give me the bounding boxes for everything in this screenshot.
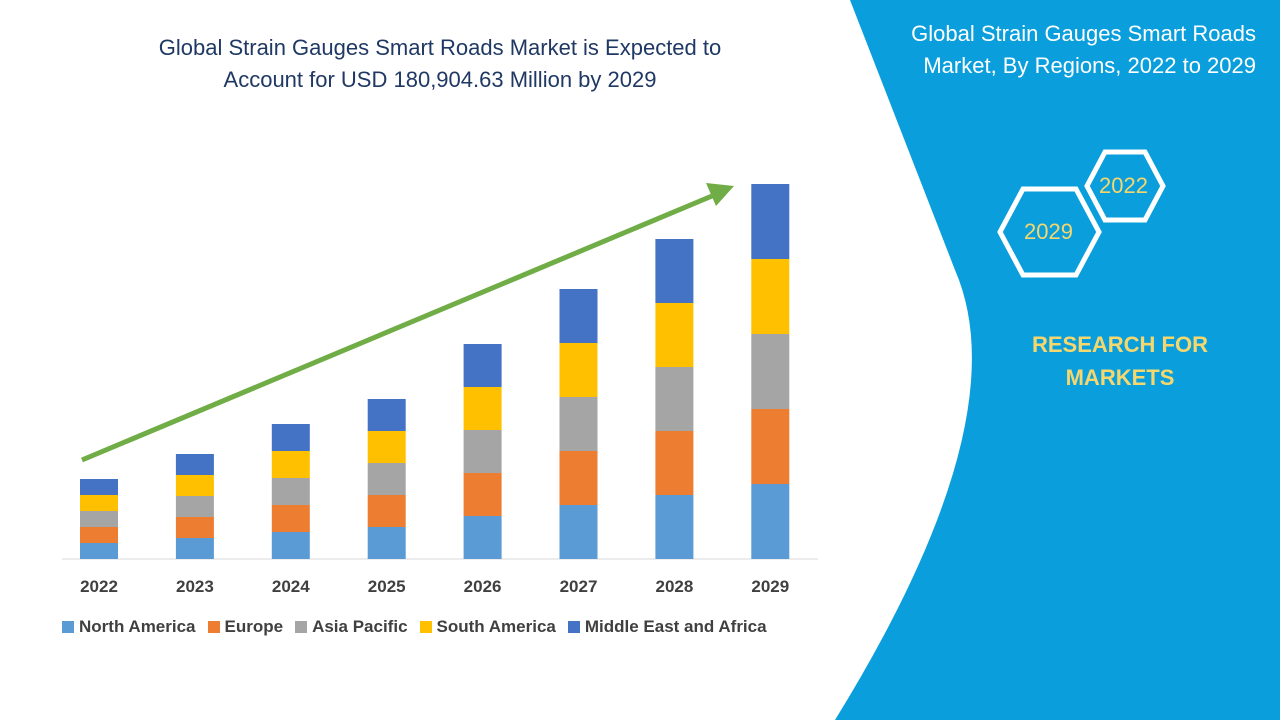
side-panel-background: [835, 0, 1280, 720]
bar-2023-europe: [175, 517, 214, 538]
hexagon-2022: [1084, 149, 1166, 223]
legend-swatch: [567, 621, 580, 633]
title-line-2: Account for USD 180,904.63 Million by 20…: [223, 67, 657, 92]
legend: North America Europe Asia Pacific South Ame…: [62, 617, 767, 637]
brand-text: RESEARCH FOR MARKETS: [1010, 328, 1230, 394]
bar-2026-europe: [463, 473, 502, 516]
legend-label: North America: [79, 617, 196, 636]
trend-arrowhead: [706, 183, 734, 206]
legend-item: Europe: [207, 617, 284, 637]
bar-2026-middle-east-and-africa: [463, 344, 502, 387]
bar-2023-north-america: [175, 538, 214, 559]
x-tick-label: 2022: [80, 577, 118, 596]
brand-line-2: MARKETS: [1065, 365, 1175, 390]
legend-item: North America: [62, 617, 196, 637]
bar-2029-middle-east-and-africa: [751, 184, 790, 259]
hexagon-2029: [997, 186, 1102, 278]
bar-2028-south-america: [655, 303, 694, 367]
x-tick-label: 2026: [464, 577, 502, 596]
chart-title: Global Strain Gauges Smart Roads Market …: [80, 32, 800, 96]
bar-2025-asia-pacific: [367, 463, 406, 495]
bar-2027-europe: [559, 451, 598, 505]
bar-2029-north-america: [751, 484, 790, 559]
legend-swatch: [207, 621, 220, 633]
x-tick-label: 2028: [655, 577, 693, 596]
bar-2029-asia-pacific: [751, 334, 790, 409]
bar-2026-south-america: [463, 387, 502, 430]
bar-2029-europe: [751, 409, 790, 484]
bar-2028-north-america: [655, 495, 694, 559]
bar-2027-north-america: [559, 505, 598, 559]
legend-label: Middle East and Africa: [584, 617, 767, 636]
bar-2022-south-america: [80, 495, 118, 511]
hex-label-2022: 2022: [1099, 173, 1148, 198]
bar-2027-south-america: [559, 343, 598, 397]
bar-2025-north-america: [367, 527, 406, 559]
x-tick-label: 2023: [176, 577, 214, 596]
bar-2022-middle-east-and-africa: [80, 479, 118, 495]
bar-2022-asia-pacific: [80, 511, 118, 527]
bar-2024-north-america: [271, 532, 310, 559]
bar-2028-europe: [655, 431, 694, 495]
legend-label: Europe: [224, 617, 284, 636]
bar-2023-south-america: [175, 475, 214, 496]
title-line-1: Global Strain Gauges Smart Roads Market …: [158, 35, 722, 60]
x-tick-label: 2029: [751, 577, 789, 596]
bar-2024-south-america: [271, 451, 310, 478]
hex-label-2029: 2029: [1024, 219, 1073, 244]
bar-2022-north-america: [80, 543, 118, 559]
legend-swatch: [62, 621, 74, 633]
bar-2023-asia-pacific: [175, 496, 214, 517]
bar-2025-middle-east-and-africa: [367, 399, 406, 431]
legend-item: Middle East and Africa: [567, 617, 767, 637]
bar-2028-middle-east-and-africa: [655, 239, 694, 303]
legend-label: Asia Pacific: [312, 617, 408, 636]
bar-2024-europe: [271, 505, 310, 532]
legend-item: Asia Pacific: [295, 617, 408, 637]
x-tick-label: 2024: [272, 577, 310, 596]
trend-arrow: [81, 193, 713, 463]
bar-2024-middle-east-and-africa: [271, 424, 310, 451]
bar-2024-asia-pacific: [271, 478, 310, 505]
legend-swatch: [419, 621, 432, 633]
bar-2026-north-america: [463, 516, 502, 559]
bar-2027-middle-east-and-africa: [559, 289, 598, 343]
bar-2023-middle-east-and-africa: [175, 454, 214, 475]
bar-2029-south-america: [751, 259, 790, 334]
legend-item: South America: [419, 617, 556, 637]
brand-line-1: RESEARCH FOR: [1031, 332, 1208, 357]
bar-2028-asia-pacific: [655, 367, 694, 431]
x-tick-label: 2025: [368, 577, 406, 596]
x-tick-label: 2027: [560, 577, 598, 596]
bar-2026-asia-pacific: [463, 430, 502, 473]
legend-label: South America: [436, 617, 556, 636]
bar-2022-europe: [80, 527, 118, 543]
bar-2025-europe: [367, 495, 406, 527]
legend-swatch: [295, 621, 308, 633]
side-panel-title: Global Strain Gauges Smart Roads Market,…: [911, 21, 1256, 78]
bar-2025-south-america: [367, 431, 406, 463]
bar-2027-asia-pacific: [559, 397, 598, 451]
